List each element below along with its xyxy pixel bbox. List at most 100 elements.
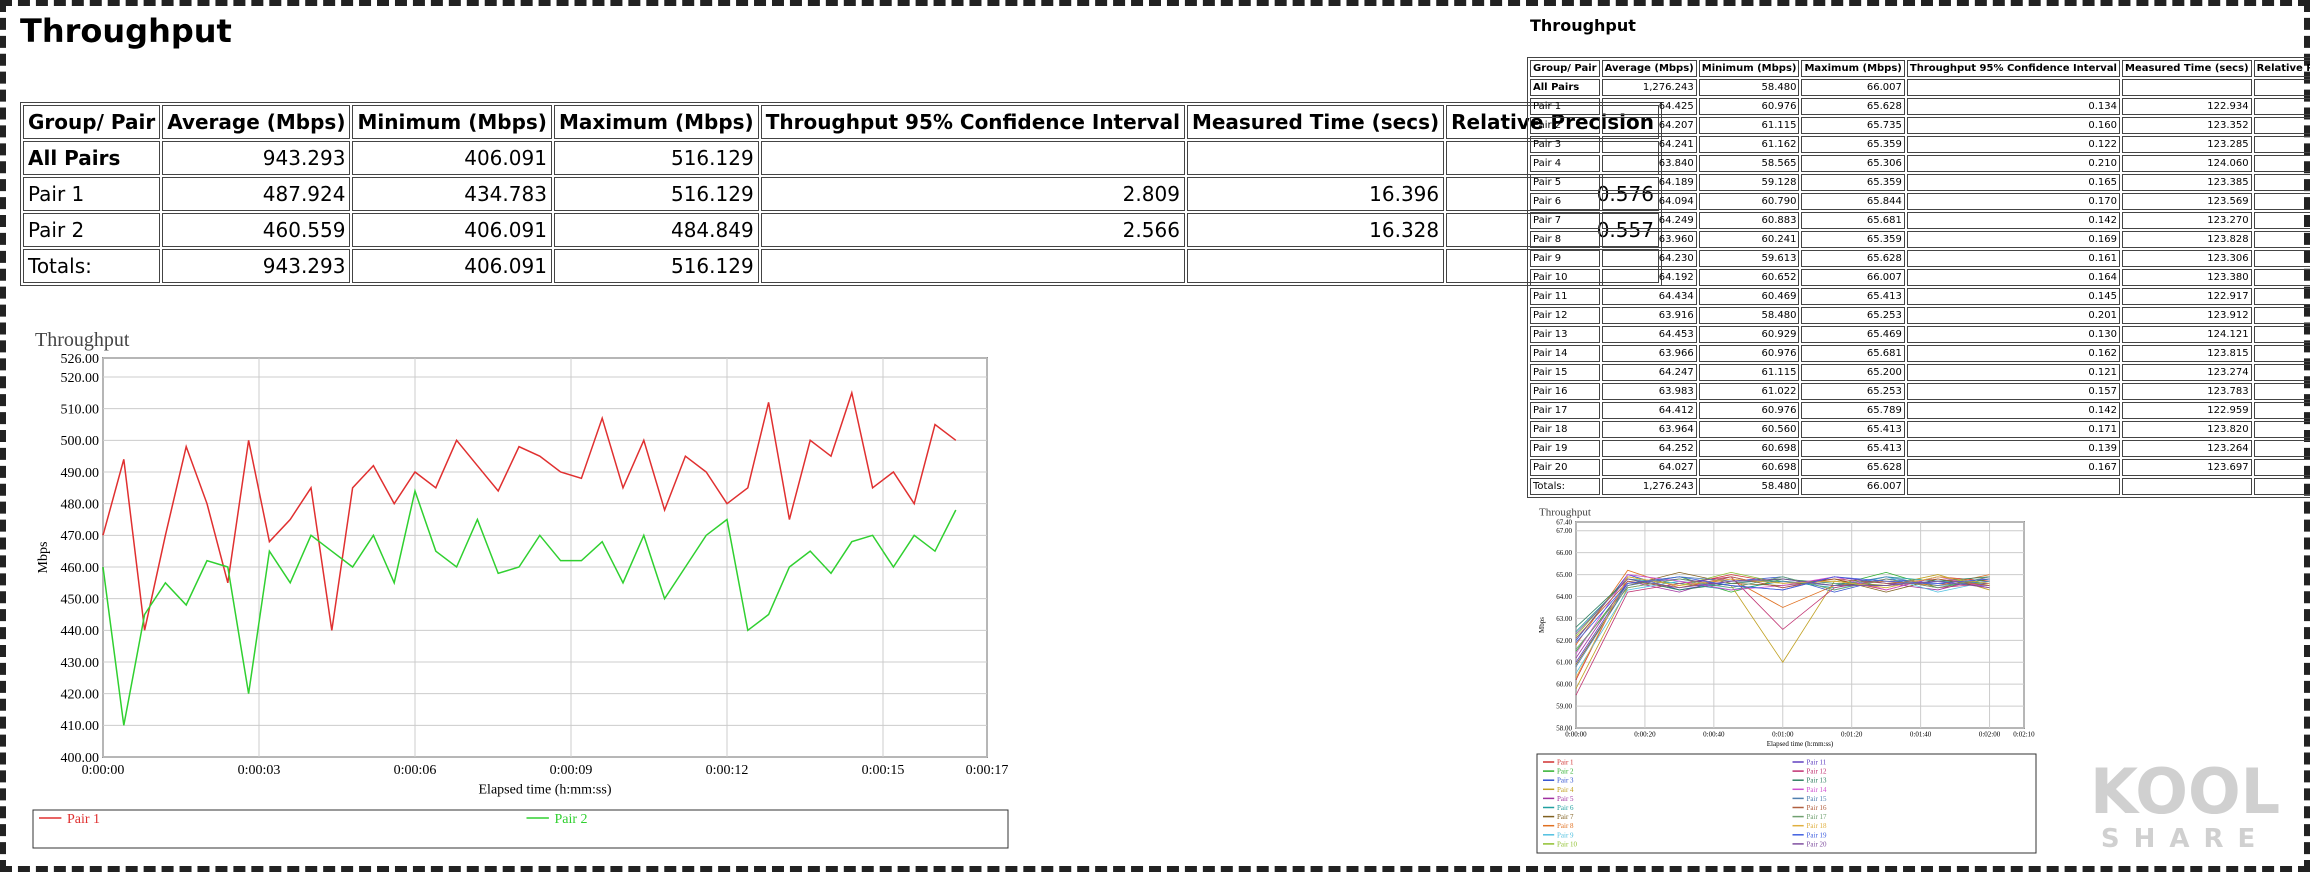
legend-label: Pair 13	[1807, 777, 1828, 785]
table-cell: 60.469	[1698, 288, 1800, 305]
table-row: Pair 564.18959.12865.3590.165123.3850.25…	[1530, 174, 2310, 191]
y-tick-label: 63.00	[1556, 615, 1572, 623]
y-tick-label: 510.00	[61, 403, 100, 418]
table-cell: 943.293	[162, 141, 351, 175]
series-line	[1575, 576, 1990, 678]
y-tick-label: 410.00	[61, 719, 100, 734]
x-tick-label: 0:00:06	[394, 763, 437, 778]
table-cell: 65.359	[1801, 174, 1905, 191]
series-line	[1575, 574, 1990, 654]
table-cell: 61.115	[1698, 117, 1800, 134]
table-cell: 60.698	[1698, 440, 1800, 457]
table-cell: 0.225	[2253, 288, 2310, 305]
table-cell: 64.027	[1601, 459, 1697, 476]
table-cell: 123.285	[2122, 136, 2252, 153]
table-cell: 123.274	[2122, 364, 2252, 381]
table-cell: 1,276.243	[1601, 79, 1697, 96]
table-row: Pair 1164.43460.46965.4130.145122.9170.2…	[1530, 288, 2310, 305]
table-row: Pair 863.96060.24165.3590.169123.8280.26…	[1530, 231, 2310, 248]
table-cell: 0.261	[2253, 459, 2310, 476]
table-cell: Pair 12	[1530, 307, 1600, 324]
table-cell: 63.960	[1601, 231, 1697, 248]
table-cell: 0.246	[2253, 383, 2310, 400]
legend-label: Pair 5	[1557, 795, 1574, 803]
plot-area	[102, 357, 988, 758]
legend-label: Pair 4	[1557, 786, 1574, 794]
table-cell	[2253, 478, 2310, 495]
table-cell: Pair 1	[23, 177, 161, 211]
table-cell: 0.210	[1906, 155, 2120, 172]
legend-label: Pair 7	[1557, 813, 1574, 821]
legend-label: Pair 18	[1807, 822, 1828, 830]
legend-label: Pair 15	[1807, 795, 1828, 803]
table-cell: 64.230	[1601, 250, 1697, 267]
legend-label: Pair 1	[67, 812, 100, 827]
table-cell: 63.964	[1601, 421, 1697, 438]
x-tick-label: 0:01:00	[1772, 730, 1794, 738]
y-tick-label: 490.00	[61, 466, 100, 481]
table-cell: 0.255	[2253, 269, 2310, 286]
table-cell: 60.698	[1698, 459, 1800, 476]
y-tick-label: 62.00	[1556, 637, 1572, 645]
table-row: Pair 964.23059.61365.6280.161123.3060.25…	[1530, 250, 2310, 267]
table-cell: 434.783	[352, 177, 552, 211]
table-cell: 123.380	[2122, 269, 2252, 286]
table-cell: 0.201	[1906, 307, 2120, 324]
table-cell: 64.207	[1601, 117, 1697, 134]
table-cell: 60.560	[1698, 421, 1800, 438]
table-cell: 64.249	[1601, 212, 1697, 229]
table-cell: 16.396	[1186, 177, 1445, 211]
table-row: Pair 2064.02760.69865.6280.167123.6970.2…	[1530, 459, 2310, 476]
table-cell: 65.253	[1801, 307, 1905, 324]
legend-label: Pair 19	[1807, 831, 1828, 839]
table-row: Pair 1463.96660.97665.6810.162123.8150.2…	[1530, 345, 2310, 362]
table-row: Pair 1064.19260.65266.0070.164123.3800.2…	[1530, 269, 2310, 286]
x-tick-label: 0:01:40	[1910, 730, 1932, 738]
table-cell: 63.840	[1601, 155, 1697, 172]
table-cell: 60.976	[1698, 345, 1800, 362]
x-tick-label: 0:00:03	[238, 763, 281, 778]
legend-label: Pair 2	[555, 812, 588, 827]
table-cell: 65.628	[1801, 459, 1905, 476]
legend-label: Pair 2	[1557, 768, 1574, 776]
table-row: Totals: 943.293 406.091 516.129	[23, 249, 1659, 283]
table-cell: 64.412	[1601, 402, 1697, 419]
table-cell: 0.157	[1906, 383, 2120, 400]
table-cell: 0.161	[1906, 250, 2120, 267]
y-tick-label: 58.00	[1556, 724, 1572, 732]
chart-title: Throughput	[1539, 506, 1591, 518]
table-cell	[760, 141, 1185, 175]
x-tick-label: 0:02:00	[1979, 730, 2001, 738]
x-tick-label: 0:00:12	[706, 763, 749, 778]
table-cell: 406.091	[352, 141, 552, 175]
table-row: All Pairs 1,276.243 58.480 66.007	[1530, 79, 2310, 96]
legend-box	[32, 809, 1009, 849]
table-row: All Pairs 943.293 406.091 516.129	[23, 141, 1659, 175]
watermark-text: SHARE	[2100, 824, 2270, 854]
table-cell: 0.162	[1906, 345, 2120, 362]
header-cell: Average (Mbps)	[1601, 60, 1697, 77]
table-cell: 124.121	[2122, 326, 2252, 343]
table-cell: 66.007	[1801, 478, 1905, 495]
table-cell: 123.697	[2122, 459, 2252, 476]
x-tick-label: 0:00:00	[82, 763, 125, 778]
table-cell: 61.115	[1698, 364, 1800, 381]
table-cell: 60.790	[1698, 193, 1800, 210]
legend-label: Pair 9	[1557, 831, 1574, 839]
y-tick-label: 66.00	[1556, 549, 1572, 557]
table-cell: Pair 19	[1530, 440, 1600, 457]
table-cell: 0.169	[1906, 231, 2120, 248]
header-cell: Maximum (Mbps)	[553, 105, 759, 139]
table-row: Pair 1863.96460.56065.4130.171123.8200.2…	[1530, 421, 2310, 438]
table-cell: Pair 1	[1530, 98, 1600, 115]
table-cell: 123.569	[2122, 193, 2252, 210]
table-row: Pair 764.24960.88365.6810.142123.2700.22…	[1530, 212, 2310, 229]
table-cell: 65.844	[1801, 193, 1905, 210]
series-line	[1575, 569, 1990, 645]
table-cell: 65.253	[1801, 383, 1905, 400]
table-cell: 65.306	[1801, 155, 1905, 172]
y-tick-label: 67.40	[1556, 518, 1572, 526]
table-cell: 0.221	[2253, 402, 2310, 419]
table-row: Pair 264.20761.11565.7350.160123.3520.24…	[1530, 117, 2310, 134]
